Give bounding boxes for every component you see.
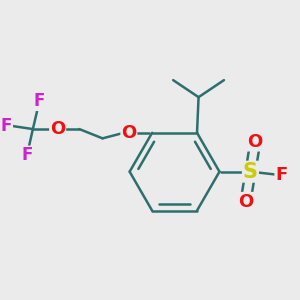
- Text: F: F: [34, 92, 45, 110]
- Text: O: O: [121, 124, 136, 142]
- Text: F: F: [1, 117, 12, 135]
- Text: O: O: [238, 193, 254, 211]
- Text: S: S: [243, 162, 258, 182]
- Text: F: F: [275, 166, 287, 184]
- Text: O: O: [50, 120, 65, 138]
- Text: O: O: [248, 133, 263, 151]
- Text: F: F: [22, 146, 33, 164]
